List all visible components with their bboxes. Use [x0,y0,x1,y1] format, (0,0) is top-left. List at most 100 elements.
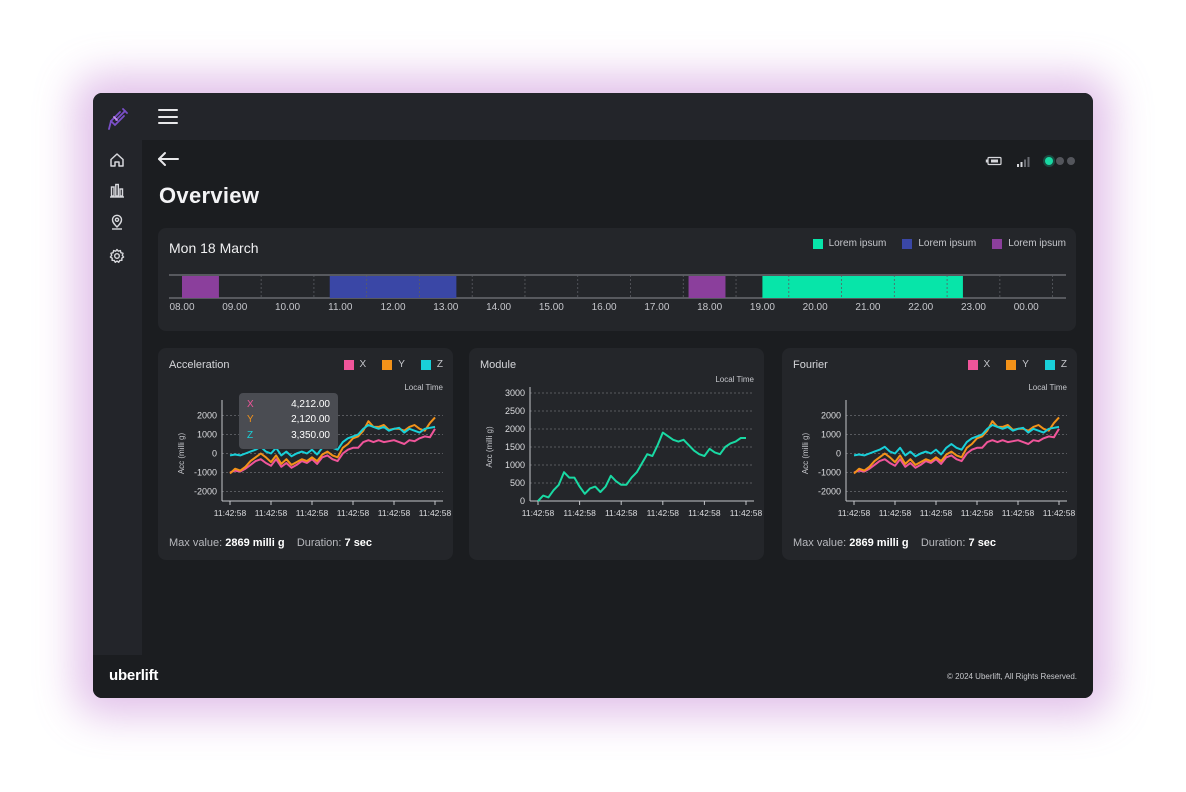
module-chart[interactable]: Local Time Acc (milli g) 3000 2500 2000 1500 1… [469,348,764,560]
y-tick-label: 2000 [197,411,217,421]
y-tick-label: 2000 [821,411,841,421]
y-tick-label: -2000 [194,487,217,497]
y-tick-label: 1000 [197,430,217,440]
signal-icon [1017,157,1030,167]
timeline-segment [688,276,726,298]
fourier-legend: X Y Z [952,359,1067,370]
legend-z: Z [1044,359,1067,370]
app-window: Overview Mon 18 March Lorem ipsum Lorem … [93,93,1093,698]
timeline-hour-label: 21.00 [855,302,880,313]
y-tick-label: -1000 [194,468,217,478]
timeline-hour-label: 16.00 [592,302,617,313]
brand-logo[interactable]: uberlift [109,667,159,684]
series-line-x [853,428,1060,474]
tooltip-row-y: Y 2,120.00 [247,414,330,425]
bar-chart-icon[interactable] [109,182,125,198]
y-axis-label: Acc (milli g) [177,433,186,475]
page-title: Overview [159,183,260,208]
acceleration-chart[interactable]: Local Time Acc (milli g) 2000 1000 0 -1000 -20… [158,348,453,560]
status-indicators [985,155,1075,167]
module-card: Module Local Time Acc (milli g) 3000 2500 20… [469,348,764,560]
y-tick-label: 3000 [505,388,525,398]
y-tick-label: 1500 [505,442,525,452]
acceleration-max-value: 2869 milli g [225,537,285,549]
timeline-hour-label: 11.00 [328,302,353,313]
acceleration-duration: 7 sec [344,537,373,549]
fourier-title: Fourier [793,359,828,371]
timeline-hour-label: 12.00 [381,302,406,313]
series-line-module [537,431,746,502]
legend-y: Y [382,359,405,370]
back-arrow-icon[interactable] [157,151,179,167]
y-axis-label: Acc (milli g) [485,426,494,468]
y-tick-label: -2000 [818,487,841,497]
location-pin-icon[interactable] [109,214,125,230]
timeline-hour-label: 17.00 [644,302,669,313]
legend-item-blue: Lorem ipsum [902,238,976,249]
timeline-hour-label: 08.00 [169,302,194,313]
fourier-duration: 7 sec [968,537,997,549]
y-tick-label: 0 [520,496,525,506]
home-icon[interactable] [109,152,125,168]
legend-item-purple: Lorem ipsum [992,238,1066,249]
fourier-chart[interactable]: Local Time Acc (milli g) 2000 1000 0 -1000 -20… [782,348,1077,560]
legend-x: X [343,359,366,370]
local-time-label: Local Time [715,375,754,384]
series-line-y [853,416,1060,475]
timeline-hour-label: 19.00 [750,302,775,313]
x-tick-label: 11:42:58 [255,508,288,518]
x-tick-label: 11:42:58 [1002,508,1035,518]
timeline-hour-label: 22.00 [908,302,933,313]
module-title: Module [480,359,517,371]
timeline-hour-label: 09.00 [222,302,247,313]
x-tick-label: 11:42:58 [563,508,596,518]
fourier-max-value: 2869 milli g [849,537,909,549]
battery-icon [985,156,1002,166]
timeline-hour-label: 18.00 [697,302,722,313]
copyright: © 2024 Uberlift, All Rights Reserved. [947,672,1077,681]
y-tick-label: 2000 [505,424,525,434]
timeline-segment [329,276,457,298]
x-tick-label: 11:42:58 [522,508,555,518]
gear-icon[interactable] [109,248,125,264]
hamburger-icon[interactable] [158,109,178,124]
x-tick-label: 11:42:58 [378,508,411,518]
x-tick-label: 11:42:58 [605,508,638,518]
y-tick-label: -1000 [818,468,841,478]
timeline-bar[interactable]: 08.00 09.00 10.00 11.00 12.00 13.00 14.00 15.00… [158,228,1076,331]
timeline-hour-label: 14.00 [486,302,511,313]
acceleration-tooltip: X 4,212.00 Y 2,120.00 Z 3,350.00 [239,393,338,449]
sidebar [93,93,142,655]
timeline-hour-label: 13.00 [433,302,458,313]
timeline-hour-label: 10.00 [275,302,300,313]
legend-x: X [967,359,990,370]
series-line-z [853,424,1060,458]
acceleration-footer: Max value: 2869 milli g Duration: 7 sec [169,537,373,549]
x-tick-label: 11:42:58 [419,508,452,518]
tooltip-row-x: X 4,212.00 [247,399,330,410]
x-tick-label: 11:42:58 [879,508,912,518]
legend-y: Y [1006,359,1029,370]
legend-z: Z [420,359,443,370]
timeline-hour-label: 20.00 [803,302,828,313]
y-tick-label: 1000 [821,430,841,440]
syringe-logo-icon[interactable] [107,107,129,133]
x-tick-label: 11:42:58 [730,508,763,518]
x-tick-label: 11:42:58 [961,508,994,518]
timeline-hour-label: 00.00 [1014,302,1039,313]
acceleration-card: Acceleration X Y Z Local Time Acc (milli … [158,348,453,560]
top-bar [142,93,1093,140]
x-tick-label: 11:42:58 [337,508,370,518]
x-tick-label: 11:42:58 [1043,508,1076,518]
local-time-label: Local Time [1028,383,1067,392]
fourier-footer: Max value: 2869 milli g Duration: 7 sec [793,537,997,549]
timeline-segment [182,276,219,298]
acceleration-legend: X Y Z [328,359,443,370]
x-tick-label: 11:42:58 [688,508,721,518]
y-tick-label: 2500 [505,406,525,416]
timeline-segment [762,276,963,298]
timeline-legend: Lorem ipsum Lorem ipsum Lorem ipsum [797,238,1066,249]
timeline-hour-label: 23.00 [961,302,986,313]
x-tick-label: 11:42:58 [647,508,680,518]
y-tick-label: 0 [212,449,217,459]
